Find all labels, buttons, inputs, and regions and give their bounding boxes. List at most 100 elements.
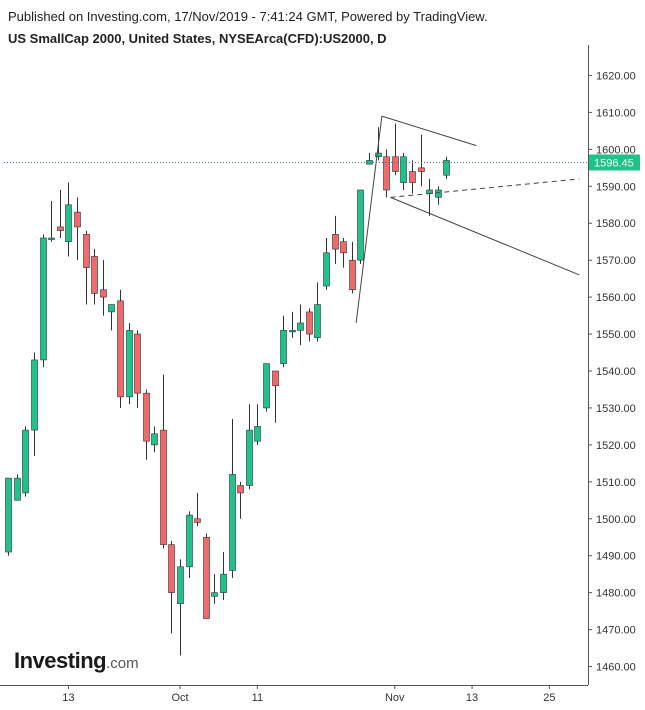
trendline[interactable] (381, 115, 477, 147)
candle (194, 492, 201, 527)
y-tick-label: 1540.00 (596, 366, 636, 378)
candle (177, 559, 184, 656)
candle-body-up (297, 322, 304, 331)
y-tick-label: 1600.00 (596, 144, 636, 156)
candle-body-up (211, 592, 218, 597)
trendline[interactable] (355, 116, 383, 324)
y-tick-label: 1500.00 (596, 514, 636, 526)
y-tick-label: 1580.00 (596, 218, 636, 230)
candle (160, 374, 167, 549)
candle (83, 230, 90, 305)
candle (297, 304, 304, 346)
candle-body-up (400, 156, 407, 183)
candle-body-up (375, 152, 382, 158)
y-tick-label: 1610.00 (596, 107, 636, 119)
candle-body-down (418, 167, 425, 172)
trendline[interactable] (390, 178, 580, 198)
candle-body-up (280, 330, 287, 364)
x-tick-label: Oct (171, 692, 188, 704)
candle (340, 238, 347, 268)
candle (48, 201, 55, 242)
chart-title: US SmallCap 2000, United States, NYSEArc… (8, 31, 387, 46)
candle-body-down (194, 518, 201, 523)
candle-body-up (443, 160, 450, 176)
candle (91, 249, 98, 305)
x-tick-label: Nov (385, 692, 405, 704)
candle (383, 149, 390, 198)
candle (100, 260, 107, 316)
axes-layer: 1460.00 1470.00 1480.00 1490.00 1500.00 1510.… (0, 45, 636, 704)
candle (220, 552, 227, 601)
candle (5, 477, 12, 556)
candle (203, 533, 210, 619)
candle-body-down (83, 234, 90, 268)
candle (435, 186, 442, 205)
candle-body-down (409, 171, 416, 183)
candle (22, 426, 29, 497)
y-tick-label: 1530.00 (596, 403, 636, 415)
candle-body-up (48, 237, 55, 240)
y-tick-label: 1470.00 (596, 625, 636, 637)
y-tick-label: 1570.00 (596, 255, 636, 267)
candle (366, 153, 373, 165)
candle-body-down (332, 234, 339, 250)
candle-body-down (160, 429, 167, 545)
candle (57, 189, 64, 239)
candle-body-down (237, 485, 244, 494)
trendlines-layer (355, 115, 580, 324)
candle-body-down (340, 241, 347, 254)
candle (254, 404, 261, 445)
candle-body-down (203, 536, 210, 619)
candle (229, 419, 236, 578)
candle-body-up (366, 160, 373, 165)
investing-logo: Investing.com (14, 648, 139, 674)
candle (357, 189, 364, 264)
candles-layer (5, 123, 450, 656)
candle-body-down (272, 370, 279, 387)
candle-body-up (14, 477, 21, 501)
y-tick-label: 1460.00 (596, 662, 636, 674)
logo-suffix: .com (106, 655, 139, 672)
candle-body-up (5, 477, 12, 553)
candle (151, 426, 158, 453)
x-tick-label: 25 (543, 692, 555, 704)
candle (211, 574, 218, 604)
candle (237, 481, 244, 519)
y-tick-label: 1590.00 (596, 181, 636, 193)
candle-body-up (229, 474, 236, 571)
x-tick-label: 11 (252, 692, 263, 704)
candle (289, 311, 296, 338)
candle-body-down (383, 156, 390, 191)
y-tick-label: 1490.00 (596, 551, 636, 563)
x-tick-label: 13 (62, 692, 74, 704)
candle-body-up (314, 304, 321, 339)
logo-main: Investing (14, 648, 107, 673)
candle-body-up (126, 330, 133, 398)
last-price-label: 1596.45 (594, 157, 634, 169)
trendline[interactable] (390, 196, 580, 276)
candle (280, 315, 287, 368)
candle-body-up (31, 359, 38, 431)
y-tick-label: 1560.00 (596, 292, 636, 304)
candle (314, 282, 321, 342)
candle-body-up (40, 237, 47, 361)
candle (186, 511, 193, 578)
y-tick-label: 1520.00 (596, 440, 636, 452)
candle-body-up (22, 429, 29, 494)
candle-body-down (306, 311, 313, 335)
candle-body-down (168, 544, 175, 593)
candle (168, 540, 175, 634)
candle (143, 389, 150, 460)
candle (349, 241, 356, 294)
candle-body-up (246, 429, 253, 486)
y-tick-label: 1620.00 (596, 70, 636, 82)
candle-body-up (186, 514, 193, 568)
candle-body-up (435, 189, 442, 198)
y-tick-label: 1480.00 (596, 588, 636, 600)
candle-body-down (91, 256, 98, 294)
candle-body-up (263, 363, 270, 409)
last-price-badge (588, 154, 640, 171)
candle (40, 234, 47, 368)
candle-body-up (177, 566, 184, 605)
